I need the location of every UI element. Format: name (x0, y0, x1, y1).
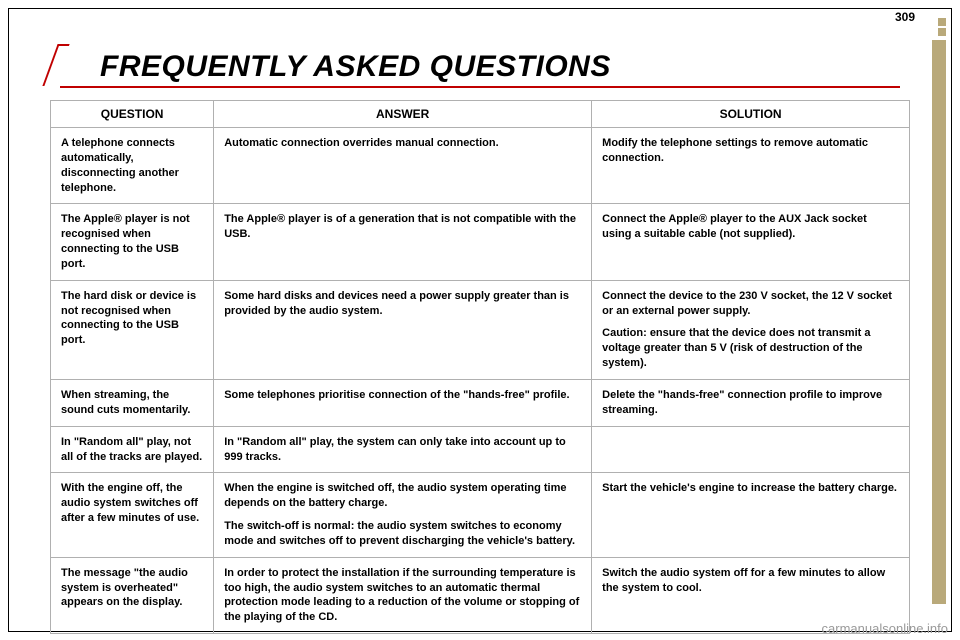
cell-question: A telephone connects automatically, disc… (51, 128, 214, 204)
page-title: FREQUENTLY ASKED QUESTIONS (60, 44, 621, 86)
answer-line: The switch-off is normal: the audio syst… (224, 519, 581, 549)
cell-solution: Connect the Apple® player to the AUX Jac… (592, 204, 910, 280)
table-row: The message "the audio system is overhea… (51, 557, 910, 633)
solution-line: Caution: ensure that the device does not… (602, 326, 899, 371)
cell-answer: Some hard disks and devices need a power… (214, 280, 592, 379)
col-header-question: QUESTION (51, 101, 214, 128)
cell-answer: When the engine is switched off, the aud… (214, 473, 592, 557)
cell-answer: Some telephones prioritise connection of… (214, 379, 592, 426)
table-row: The Apple® player is not recognised when… (51, 204, 910, 280)
cell-answer: In "Random all" play, the system can onl… (214, 426, 592, 473)
cell-answer: The Apple® player is of a generation tha… (214, 204, 592, 280)
cell-question: The hard disk or device is not recognise… (51, 280, 214, 379)
table-row: With the engine off, the audio system sw… (51, 473, 910, 557)
cell-answer: Automatic connection overrides manual co… (214, 128, 592, 204)
cell-answer: In order to protect the installation if … (214, 557, 592, 633)
answer-line: When the engine is switched off, the aud… (224, 481, 581, 511)
col-header-answer: ANSWER (214, 101, 592, 128)
page-number: 309 (895, 10, 915, 24)
footer-watermark: carmanualsonline.info (822, 621, 948, 636)
table-header-row: QUESTION ANSWER SOLUTION (51, 101, 910, 128)
table-row: In "Random all" play, not all of the tra… (51, 426, 910, 473)
cell-solution: Start the vehicle's engine to increase t… (592, 473, 910, 557)
col-header-solution: SOLUTION (592, 101, 910, 128)
cell-solution: Delete the "hands-free" connection profi… (592, 379, 910, 426)
cell-question: The Apple® player is not recognised when… (51, 204, 214, 280)
title-container: FREQUENTLY ASKED QUESTIONS (60, 44, 900, 88)
table-row: When streaming, the sound cuts momentari… (51, 379, 910, 426)
cell-solution: Connect the device to the 230 V socket, … (592, 280, 910, 379)
cell-question: With the engine off, the audio system sw… (51, 473, 214, 557)
side-tab-strip (932, 40, 946, 604)
cell-solution (592, 426, 910, 473)
cell-question: When streaming, the sound cuts momentari… (51, 379, 214, 426)
cell-solution: Modify the telephone settings to remove … (592, 128, 910, 204)
faq-table: QUESTION ANSWER SOLUTION A telephone con… (50, 100, 910, 634)
table-row: A telephone connects automatically, disc… (51, 128, 910, 204)
cell-question: The message "the audio system is overhea… (51, 557, 214, 633)
table-row: The hard disk or device is not recognise… (51, 280, 910, 379)
solution-line: Connect the device to the 230 V socket, … (602, 289, 899, 319)
side-indicator-squares (938, 18, 946, 36)
cell-question: In "Random all" play, not all of the tra… (51, 426, 214, 473)
